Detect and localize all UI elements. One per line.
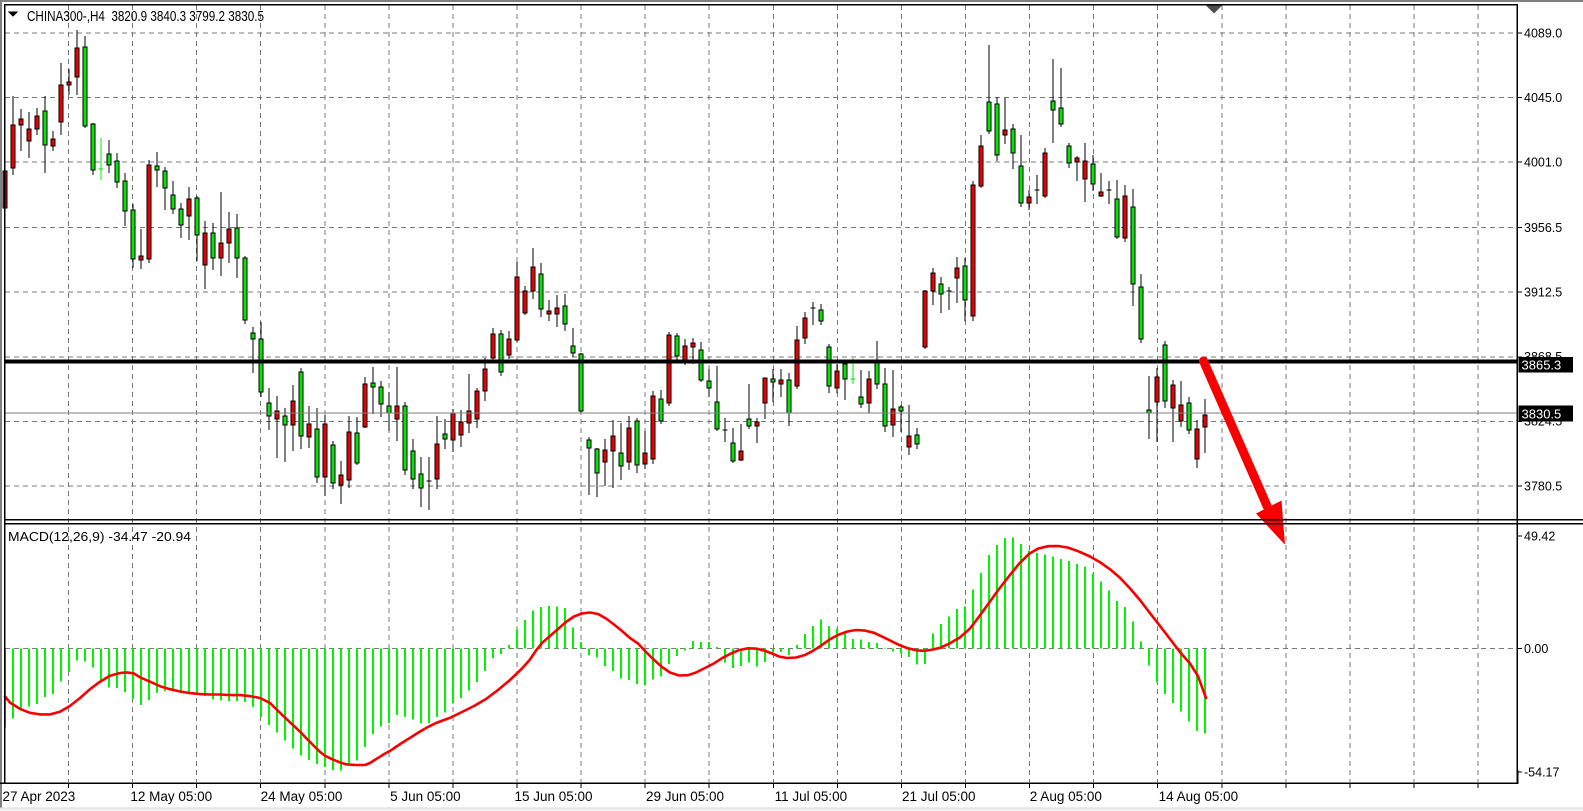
svg-text:4089.0: 4089.0 bbox=[1524, 26, 1562, 40]
svg-text:21 Jul 05:00: 21 Jul 05:00 bbox=[902, 789, 976, 804]
svg-text:27 Apr 2023: 27 Apr 2023 bbox=[3, 789, 76, 804]
svg-text:49.42: 49.42 bbox=[1524, 529, 1555, 543]
svg-text:15 Jun 05:00: 15 Jun 05:00 bbox=[515, 789, 593, 804]
svg-text:3865.3: 3865.3 bbox=[1522, 358, 1562, 373]
svg-text:14 Aug 05:00: 14 Aug 05:00 bbox=[1159, 789, 1239, 804]
svg-text:3830.5: 3830.5 bbox=[1522, 407, 1562, 422]
svg-text:MACD(12,26,9) -34.47 -20.94: MACD(12,26,9) -34.47 -20.94 bbox=[8, 529, 191, 544]
svg-text:-54.17: -54.17 bbox=[1524, 765, 1559, 779]
svg-text:5 Jun 05:00: 5 Jun 05:00 bbox=[390, 789, 461, 804]
svg-text:11 Jul 05:00: 11 Jul 05:00 bbox=[775, 789, 848, 804]
svg-text:4001.0: 4001.0 bbox=[1524, 156, 1562, 170]
svg-text:3780.5: 3780.5 bbox=[1524, 479, 1562, 493]
svg-text:2 Aug 05:00: 2 Aug 05:00 bbox=[1030, 789, 1102, 804]
svg-text:CHINA300-,H4 3820.9 3840.3 37: CHINA300-,H4 3820.9 3840.3 3799.2 3830.5 bbox=[27, 9, 264, 25]
svg-text:29 Jun 05:00: 29 Jun 05:00 bbox=[646, 789, 724, 804]
svg-text:12 May 05:00: 12 May 05:00 bbox=[130, 789, 212, 804]
svg-text:24 May 05:00: 24 May 05:00 bbox=[261, 789, 343, 804]
svg-text:4045.0: 4045.0 bbox=[1524, 91, 1562, 105]
svg-text:0.00: 0.00 bbox=[1524, 642, 1548, 656]
svg-text:3912.5: 3912.5 bbox=[1524, 286, 1562, 300]
svg-text:3956.5: 3956.5 bbox=[1524, 221, 1562, 235]
